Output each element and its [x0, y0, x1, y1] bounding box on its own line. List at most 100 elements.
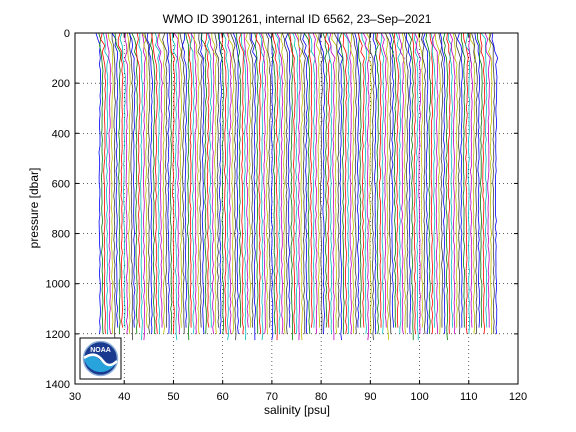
salinity-profile-line — [379, 32, 385, 334]
salinity-profile-line — [272, 32, 279, 341]
salinity-profile-line — [274, 32, 281, 334]
salinity-profile-line — [425, 32, 432, 334]
salinity-profile-line — [218, 32, 223, 334]
axes-box — [74, 32, 519, 385]
salinity-profile-line — [230, 32, 237, 341]
salinity-profile-line — [434, 32, 441, 334]
salinity-profile-line — [126, 32, 131, 334]
salinity-profile-line — [403, 32, 409, 328]
salinity-profile-line — [308, 32, 313, 328]
salinity-profile-line — [342, 32, 348, 334]
salinity-profile-line — [439, 32, 446, 334]
salinity-profile-line — [391, 32, 397, 328]
x-tick-label: 80 — [315, 391, 327, 403]
salinity-profile-line — [331, 32, 338, 334]
salinity-profile-line — [384, 32, 392, 334]
salinity-profile-line — [294, 32, 301, 341]
salinity-profile-line — [185, 32, 190, 341]
salinity-profile-line — [302, 32, 309, 334]
salinity-profile-line — [417, 32, 424, 328]
salinity-profile-line — [166, 32, 171, 334]
salinity-profile-line — [128, 32, 136, 328]
salinity-profile-line — [328, 32, 336, 341]
salinity-profile-line — [206, 32, 212, 328]
salinity-profile-line — [484, 32, 491, 328]
salinity-profile-line — [357, 32, 365, 328]
salinity-profile-line — [95, 32, 102, 334]
salinity-profile-line — [477, 32, 483, 328]
salinity-profile-line — [395, 32, 402, 334]
salinity-profile-line — [124, 32, 129, 334]
salinity-profile-line — [189, 32, 195, 334]
y-axis-label: pressure [dbar] — [27, 168, 41, 249]
salinity-profile-line — [468, 32, 473, 328]
x-tick-label: 120 — [509, 391, 527, 403]
salinity-profile-line — [117, 32, 124, 328]
salinity-profile-line — [401, 32, 407, 334]
x-tick-label: 60 — [217, 391, 229, 403]
salinity-profile-line — [300, 32, 306, 334]
salinity-profile-line — [322, 32, 328, 328]
x-tick-label: 90 — [364, 391, 376, 403]
salinity-profile-line — [138, 33, 143, 341]
salinity-profile-line — [479, 32, 486, 334]
salinity-profile-line — [141, 32, 148, 328]
y-axis-ticks: 0 200 400 600 800 1000 1200 1400 — [46, 28, 518, 391]
salinity-profile-line — [150, 32, 156, 334]
salinity-profile-line — [119, 32, 126, 328]
salinity-profile-line — [193, 32, 200, 334]
salinity-profile-line — [374, 32, 380, 334]
salinity-profile-line — [413, 32, 419, 341]
salinity-profile-line — [420, 32, 426, 334]
salinity-profile-line — [471, 32, 478, 334]
salinity-profile-line — [361, 32, 368, 334]
salinity-profile-line — [393, 32, 399, 328]
salinity-profile-line — [460, 32, 466, 328]
salinity-profile-line — [211, 32, 218, 334]
salinity-profile-line — [144, 32, 151, 334]
salinity-profile-line — [338, 32, 345, 334]
salinity-profile-line — [265, 32, 272, 328]
salinity-profile-line — [181, 32, 188, 328]
salinity-profile-line — [385, 32, 390, 341]
salinity-profile-line — [111, 33, 116, 341]
salinity-profile-line — [249, 32, 254, 328]
salinity-profile-line — [289, 32, 296, 334]
salinity-profile-line — [345, 32, 352, 334]
salinity-profile-line — [480, 32, 488, 328]
salinity-profile-line — [474, 32, 481, 328]
salinity-profile-line — [243, 32, 249, 328]
salinity-profile-line — [312, 32, 318, 334]
salinity-profile-line — [358, 32, 362, 328]
noaa-logo: NOAA — [79, 337, 122, 380]
salinity-profile-line — [319, 32, 326, 334]
salinity-profile-line — [107, 32, 114, 334]
salinity-profile-line — [469, 32, 477, 334]
salinity-profile-line — [303, 32, 311, 334]
salinity-profile-line — [414, 32, 422, 334]
salinity-profile-line — [262, 32, 269, 334]
x-tick-label: 100 — [410, 391, 428, 403]
salinity-profile-line — [240, 33, 247, 341]
salinity-profile-line — [187, 32, 193, 328]
x-tick-label: 50 — [167, 391, 179, 403]
y-tick-label: 400 — [52, 128, 70, 140]
salinity-profile-line — [232, 32, 239, 334]
salinity-profile-line — [102, 32, 109, 334]
salinity-profile-line — [287, 32, 294, 341]
salinity-profile-line — [352, 32, 357, 334]
salinity-profile-line — [169, 32, 176, 334]
salinity-profile-line — [208, 32, 215, 334]
x-tick-label: 70 — [266, 391, 278, 403]
salinity-profile-line — [412, 33, 416, 334]
salinity-profile-line — [171, 32, 178, 341]
salinity-profile-line — [349, 32, 355, 334]
salinity-profile-line — [333, 32, 340, 328]
salinity-profile-line — [159, 32, 166, 334]
x-tick-label: 110 — [460, 391, 478, 403]
salinity-profile-line — [214, 32, 220, 328]
salinity-profile-line — [446, 32, 451, 334]
salinity-profile-line — [276, 32, 284, 334]
y-tick-label: 1200 — [46, 329, 70, 341]
